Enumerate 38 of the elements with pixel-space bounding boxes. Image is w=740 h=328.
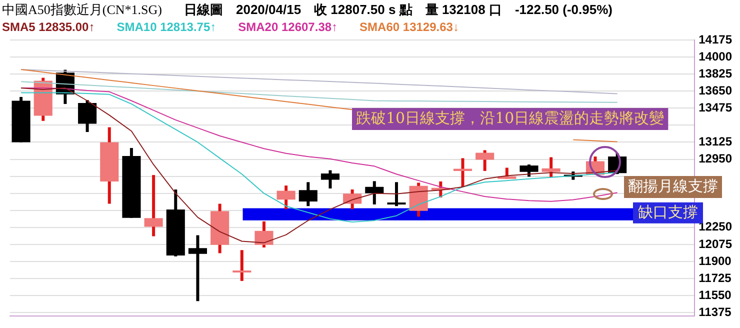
text: SMA60 13129.63↓ (360, 20, 459, 34)
chart-subtitle: 日線圖 2020/04/15 收 12807.50 s 點 量 132108 口 -122.50 (-0.95%) (184, 2, 612, 17)
y-tick-label: 11900 (698, 254, 732, 268)
y-tick-label: 13825 (698, 66, 732, 80)
candlestick (453, 158, 472, 187)
y-tick-label: 13650 (698, 83, 732, 98)
annotation: 翻揚月線支撐 (628, 176, 718, 195)
candlestick (520, 164, 538, 177)
text: SMA20 12607.38↑ (238, 20, 338, 34)
candlestick (188, 235, 207, 302)
text: SMA10 12813.75↑ (116, 20, 216, 34)
candlestick (254, 221, 274, 248)
candlestick (320, 170, 340, 188)
y-tick-label: 11725 (698, 270, 732, 285)
y-tick-label: 11375 (698, 304, 732, 319)
y-tick-label: 12075 (698, 236, 732, 251)
y-tick-label: 11550 (698, 288, 732, 302)
candlestick (298, 182, 318, 206)
annotation: 跌破10日線支撐，沿10日線震盪的走勢將改變 (356, 108, 664, 127)
candlestick (476, 150, 494, 171)
candlestick (343, 189, 362, 210)
text: SMA5 12835.00↑ (2, 20, 95, 34)
band-label: 缺口支撐 (638, 203, 698, 222)
candlestick (387, 182, 406, 206)
y-tick-label: 12250 (698, 220, 732, 234)
candlestick (498, 168, 516, 179)
candlestick (542, 157, 560, 178)
y-tick-label: 13125 (698, 134, 732, 149)
candlestick (144, 175, 163, 236)
y-tick-label: 14175 (698, 32, 732, 46)
candlestick (365, 181, 384, 204)
candlestick (232, 250, 252, 281)
candlestick (276, 186, 296, 210)
y-tick-label: 14000 (698, 49, 732, 64)
y-tick-label: 12950 (698, 152, 732, 166)
chart-title: 中國A50指數近月(CN*1.SG) (2, 2, 162, 17)
candlestick (78, 100, 97, 132)
y-tick-label: 13475 (698, 100, 732, 114)
